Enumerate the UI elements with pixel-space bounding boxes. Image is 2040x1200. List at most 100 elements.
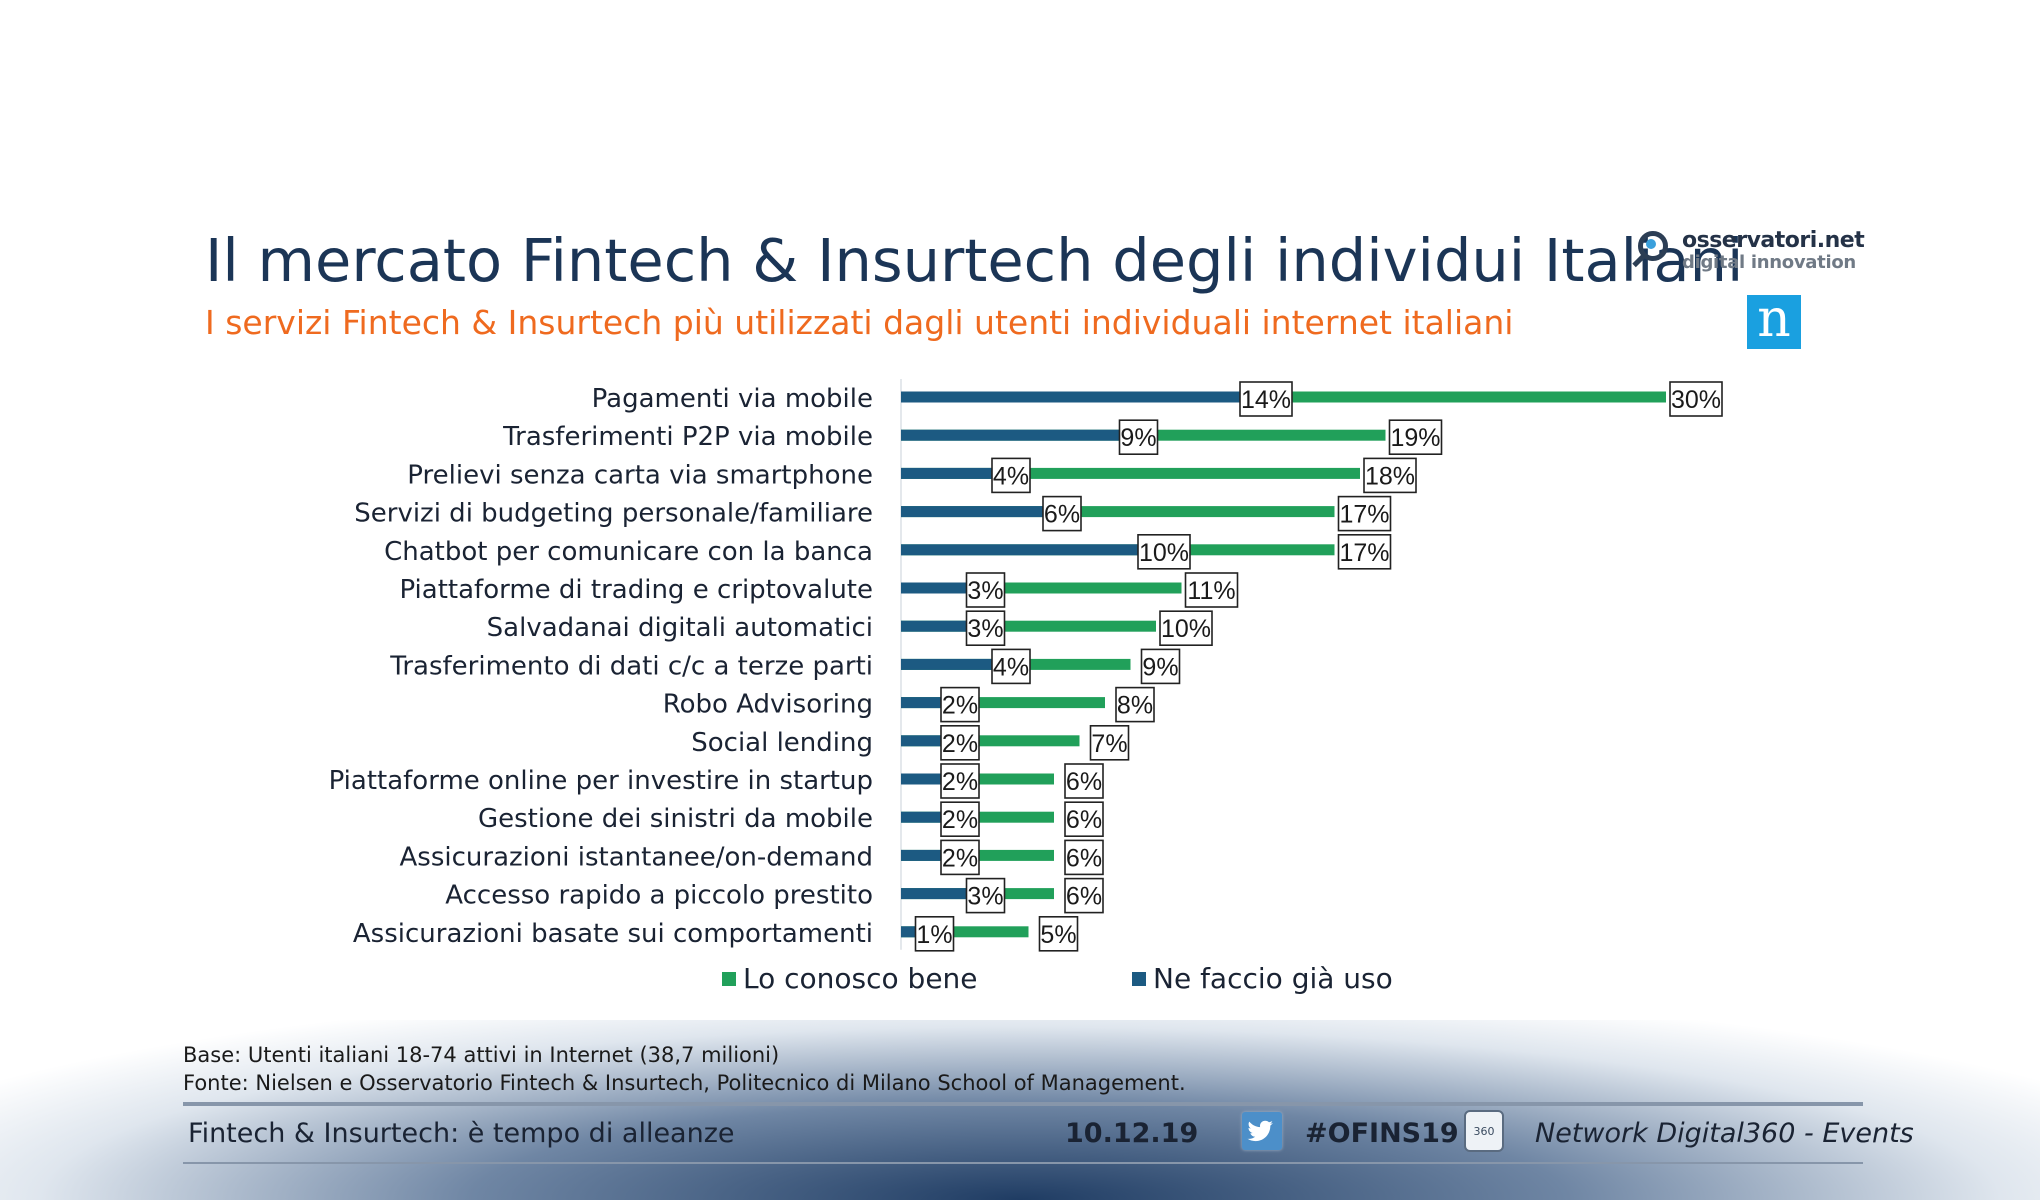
data-label-uso-box <box>940 724 980 761</box>
data-label-uso: 3% <box>967 883 1003 911</box>
event-hashtag[interactable]: #OFINS19 <box>1305 1118 1459 1149</box>
category-label: Trasferimenti P2P via mobile <box>502 422 873 452</box>
data-label-uso: 2% <box>942 844 978 872</box>
data-label-uso-box <box>914 915 955 952</box>
category-label: Piattaforme online per investire in star… <box>329 766 873 796</box>
category-label: Accesso rapido a piccolo prestito <box>445 881 873 911</box>
legend-label-conosco: Lo conosco bene <box>743 962 978 995</box>
bar-conosco <box>901 735 1080 747</box>
bar-conosco <box>901 582 1182 594</box>
category-label: Salvadanai digitali automatici <box>487 613 873 643</box>
data-label-conosco: 6% <box>1066 844 1102 872</box>
bar-uso <box>901 658 1003 670</box>
bar-uso <box>901 773 952 785</box>
footer-top-rule <box>183 1102 1863 1106</box>
data-label-uso-box <box>991 648 1031 685</box>
bar-conosco <box>901 506 1335 518</box>
data-label-uso-box <box>965 877 1006 914</box>
data-label-conosco-box <box>1669 381 1723 417</box>
bar-uso <box>901 926 927 938</box>
bar-conosco <box>901 926 1029 938</box>
bar-uso <box>901 735 952 747</box>
event-date: 10.12.19 <box>1065 1118 1199 1149</box>
data-label-conosco-box <box>1115 686 1155 723</box>
data-label-uso: 2% <box>942 730 978 758</box>
data-label-conosco: 19% <box>1390 424 1440 452</box>
data-label-uso-box <box>940 839 980 876</box>
category-label: Servizi di budgeting personale/familiare <box>354 499 873 529</box>
bar-conosco <box>901 620 1156 632</box>
data-label-uso: 3% <box>967 615 1003 643</box>
category-label: Robo Advisoring <box>663 690 873 720</box>
twitter-icon[interactable] <box>1242 1112 1282 1150</box>
data-label-conosco: 11% <box>1187 577 1235 605</box>
data-label-uso: 6% <box>1044 501 1080 529</box>
data-label-uso: 4% <box>993 462 1029 490</box>
data-label-uso: 3% <box>967 577 1003 605</box>
data-label-uso-box <box>1239 381 1293 417</box>
event-name: Fintech & Insurtech: è tempo di alleanze <box>188 1118 735 1149</box>
data-label-conosco-box <box>1089 724 1130 761</box>
data-label-uso: 4% <box>993 653 1029 681</box>
data-label-conosco: 30% <box>1671 386 1721 414</box>
data-label-conosco-box <box>1038 915 1079 952</box>
page-subtitle: I servizi Fintech & Insurtech più utiliz… <box>205 303 1514 342</box>
data-label-conosco-box <box>1064 839 1104 876</box>
legend-item-conosco: Lo conosco bene <box>722 962 978 995</box>
bar-uso <box>901 849 952 861</box>
data-label-conosco: 5% <box>1040 921 1076 949</box>
category-label: Chatbot per comunicare con la banca <box>384 537 873 567</box>
data-label-conosco-box <box>1159 610 1213 646</box>
bar-conosco <box>901 467 1360 479</box>
bar-uso <box>901 582 978 594</box>
data-label-conosco: 6% <box>1066 768 1102 796</box>
data-label-conosco-box <box>1064 763 1104 799</box>
data-label-uso-box <box>1137 534 1191 570</box>
bar-uso <box>901 429 1131 441</box>
legend-swatch-uso <box>1132 971 1146 986</box>
magnifier-icon <box>1638 231 1668 261</box>
source-note: Fonte: Nielsen e Osservatorio Fintech & … <box>183 1071 1186 1095</box>
data-label-uso: 1% <box>916 921 952 949</box>
category-label: Piattaforme di trading e criptovalute <box>399 575 873 605</box>
data-label-uso-box <box>1042 495 1082 532</box>
bar-uso <box>901 697 952 709</box>
data-label-conosco-box <box>1064 877 1104 914</box>
bar-conosco <box>901 697 1105 709</box>
data-label-uso-box <box>965 572 1006 608</box>
data-label-conosco: 6% <box>1066 806 1102 834</box>
base-note: Base: Utenti italiani 18-74 attivi in In… <box>183 1043 780 1067</box>
data-label-uso: 2% <box>942 768 978 796</box>
legend-item-uso: Ne faccio già uso <box>1132 962 1393 995</box>
digital360-icon: 360 <box>1464 1110 1504 1152</box>
data-label-conosco-box <box>1388 419 1443 456</box>
bar-uso <box>901 391 1258 403</box>
category-label: Gestione dei sinistri da mobile <box>478 804 873 834</box>
data-label-conosco-box <box>1064 801 1104 838</box>
category-label: Trasferimento di dati c/c a terze parti <box>389 651 873 681</box>
data-label-conosco: 17% <box>1339 539 1389 567</box>
legend-label-uso: Ne faccio già uso <box>1153 962 1393 995</box>
bar-uso <box>901 811 952 823</box>
logo-tagline: digital innovation <box>1682 252 1856 273</box>
category-label: Assicurazioni istantanee/on-demand <box>400 842 873 872</box>
data-label-uso-box <box>940 763 980 799</box>
category-label: Pagamenti via mobile <box>592 384 873 414</box>
bar-uso <box>901 620 978 632</box>
data-label-uso: 10% <box>1139 539 1189 567</box>
data-label-uso-box <box>1118 419 1159 456</box>
data-label-conosco: 10% <box>1161 615 1211 643</box>
category-label: Social lending <box>691 728 873 758</box>
osservatori-logo-icon: osservatori.net digital innovation <box>1632 228 1865 278</box>
bar-uso <box>901 888 978 900</box>
network-label: Network Digital360 - Events <box>1535 1118 1914 1149</box>
bar-chart: Pagamenti via mobile 30% 14% Trasferimenti … <box>329 379 1723 952</box>
data-label-uso: 14% <box>1241 386 1291 414</box>
page-title: Il mercato Fintech & Insurtech degli ind… <box>205 226 1744 295</box>
data-label-conosco-box <box>1140 648 1181 685</box>
category-label: Prelievi senza carta via smartphone <box>407 460 873 490</box>
data-label-conosco: 7% <box>1091 730 1127 758</box>
data-label-uso: 2% <box>942 692 978 720</box>
data-label-conosco-box <box>1337 495 1392 532</box>
data-label-conosco: 6% <box>1066 883 1102 911</box>
